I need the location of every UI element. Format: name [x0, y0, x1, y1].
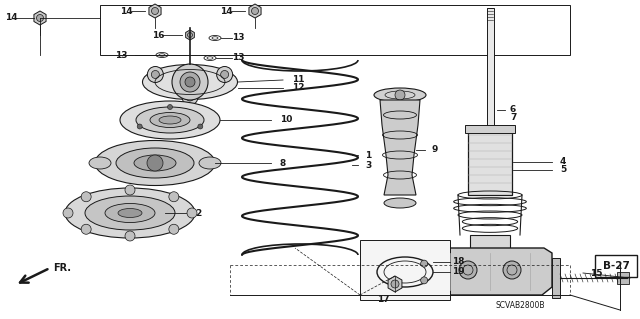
Circle shape	[172, 64, 208, 100]
Circle shape	[125, 185, 135, 195]
Circle shape	[168, 105, 173, 109]
Text: 13: 13	[115, 50, 127, 60]
Text: B-27: B-27	[603, 261, 629, 271]
Polygon shape	[388, 276, 402, 292]
Circle shape	[503, 261, 521, 279]
Text: SCVAB2800B: SCVAB2800B	[495, 300, 545, 309]
Circle shape	[420, 260, 428, 267]
Text: 1: 1	[365, 151, 371, 160]
Text: 11: 11	[292, 76, 305, 85]
Text: 10: 10	[280, 115, 292, 124]
Circle shape	[391, 280, 399, 288]
Ellipse shape	[105, 204, 155, 222]
Circle shape	[221, 70, 228, 78]
Circle shape	[152, 8, 159, 14]
Ellipse shape	[374, 88, 426, 102]
Circle shape	[185, 77, 195, 87]
Circle shape	[217, 66, 233, 83]
Text: 13: 13	[232, 54, 244, 63]
Text: 16: 16	[152, 31, 164, 40]
Ellipse shape	[89, 157, 111, 169]
Circle shape	[63, 208, 73, 218]
Ellipse shape	[143, 64, 237, 100]
Ellipse shape	[95, 140, 215, 186]
Text: 17: 17	[377, 295, 389, 305]
Circle shape	[420, 277, 428, 284]
Ellipse shape	[120, 101, 220, 139]
Bar	[552, 258, 560, 298]
Bar	[465, 125, 515, 133]
Polygon shape	[34, 11, 46, 25]
Text: 6: 6	[510, 106, 516, 115]
Text: 2: 2	[195, 209, 201, 218]
Polygon shape	[428, 248, 552, 295]
Circle shape	[198, 124, 203, 129]
Ellipse shape	[384, 198, 416, 208]
Bar	[595, 255, 637, 277]
Ellipse shape	[134, 155, 176, 171]
Ellipse shape	[159, 116, 181, 124]
Ellipse shape	[85, 196, 175, 230]
Circle shape	[169, 192, 179, 202]
Text: 19: 19	[452, 268, 465, 277]
Text: 3: 3	[365, 160, 371, 169]
Circle shape	[252, 8, 259, 14]
Circle shape	[459, 261, 477, 279]
Bar	[100, 5, 570, 55]
Ellipse shape	[136, 107, 204, 133]
Circle shape	[147, 155, 163, 171]
Circle shape	[169, 224, 179, 234]
Circle shape	[182, 89, 198, 105]
Circle shape	[395, 90, 405, 100]
Text: 15: 15	[590, 269, 602, 278]
Circle shape	[188, 33, 193, 38]
Bar	[470, 235, 510, 285]
Circle shape	[125, 231, 135, 241]
Circle shape	[36, 14, 44, 21]
Circle shape	[81, 224, 91, 234]
Bar	[487, 8, 494, 130]
Text: 7: 7	[510, 114, 516, 122]
Circle shape	[186, 93, 194, 101]
Text: 14: 14	[220, 6, 232, 16]
Circle shape	[151, 70, 159, 78]
Text: 14: 14	[5, 13, 18, 23]
Text: 5: 5	[560, 166, 566, 174]
Text: 13: 13	[232, 33, 244, 42]
Polygon shape	[249, 4, 261, 18]
Circle shape	[187, 208, 197, 218]
Text: 12: 12	[292, 84, 305, 93]
Circle shape	[147, 66, 163, 83]
Text: 8: 8	[280, 159, 286, 167]
Bar	[617, 272, 629, 284]
Ellipse shape	[150, 113, 190, 128]
Polygon shape	[149, 4, 161, 18]
Bar	[468, 130, 512, 195]
Text: 14: 14	[120, 6, 132, 16]
Text: FR.: FR.	[53, 263, 71, 273]
Circle shape	[180, 72, 200, 92]
Circle shape	[137, 124, 142, 129]
Circle shape	[81, 192, 91, 202]
Bar	[420, 258, 428, 298]
Polygon shape	[380, 100, 420, 195]
Ellipse shape	[65, 188, 195, 238]
Polygon shape	[186, 30, 195, 40]
Ellipse shape	[118, 209, 142, 218]
Ellipse shape	[116, 148, 194, 178]
Text: 4: 4	[560, 158, 566, 167]
Bar	[360, 240, 450, 300]
Text: 18: 18	[452, 257, 465, 266]
Text: 9: 9	[432, 145, 438, 154]
Ellipse shape	[199, 157, 221, 169]
